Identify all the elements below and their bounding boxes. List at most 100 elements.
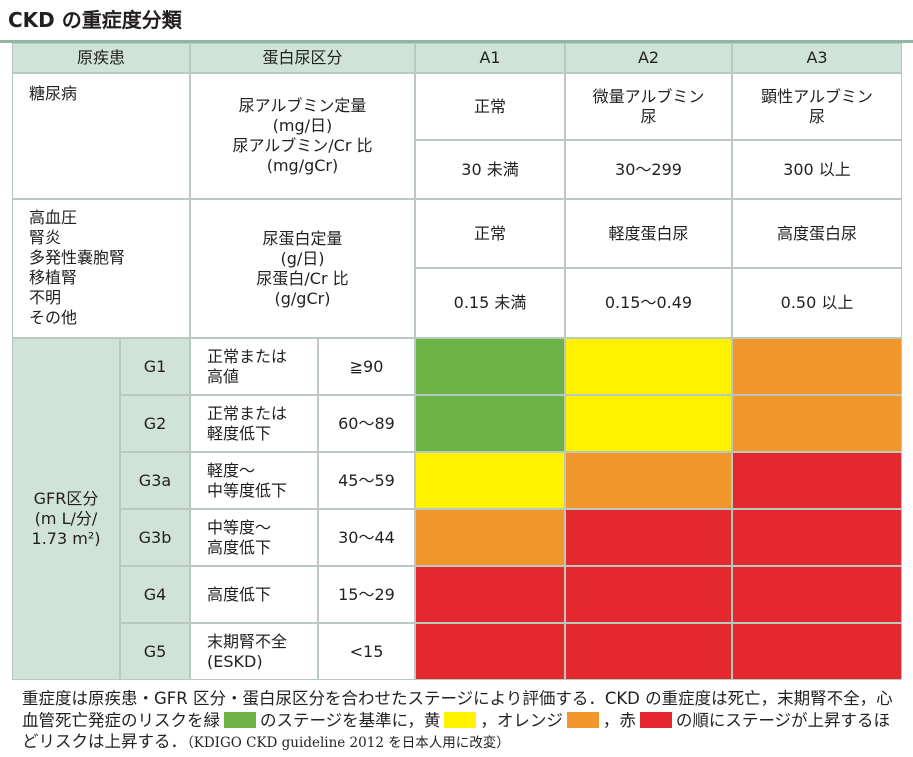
gfr-description-line: 中等度低下 xyxy=(207,480,288,500)
other-disease-line: その他 xyxy=(29,308,78,327)
other-disease-line: 移植腎 xyxy=(29,268,78,287)
risk-cell xyxy=(732,566,902,623)
gfr-stage: G2 xyxy=(120,395,190,452)
risk-cell xyxy=(565,338,732,395)
diabetes-a3-label-line: 尿 xyxy=(808,106,825,126)
other-disease-line: 高血圧 xyxy=(29,208,78,227)
diabetes-a2-range: 30〜299 xyxy=(565,140,732,199)
gfr-description-lines: 軽度〜 中等度低下 xyxy=(207,461,287,501)
gfr-label-line: (m L/分/ xyxy=(34,509,98,528)
other-measure-line: 尿蛋白定量 xyxy=(262,228,343,248)
risk-cell xyxy=(732,338,902,395)
risk-cell xyxy=(732,395,902,452)
header-a1: A1 xyxy=(415,43,565,73)
gfr-description-line: 軽度低下 xyxy=(207,423,272,443)
risk-cell xyxy=(565,509,732,566)
gfr-range: <15 xyxy=(318,623,415,680)
header-proteinuria: 蛋白尿区分 xyxy=(190,43,415,73)
gfr-label-lines: GFR区分 (m L/分/1.73 m²) xyxy=(32,489,101,549)
note-reference: （KDIGO CKD guideline 2012 を日本人用に改変） xyxy=(187,735,510,751)
gfr-description: 高度低下 xyxy=(190,566,318,623)
diabetes-measure: 尿アルブミン定量 (mg/日) 尿アルブミン/Cr 比 (mg/gCr) xyxy=(190,73,415,199)
header-a3: A3 xyxy=(732,43,902,73)
risk-cell xyxy=(565,566,732,623)
diabetes-measure-line: (mg/gCr) xyxy=(266,156,339,175)
diabetes-a2-label-line: 尿 xyxy=(640,106,657,126)
risk-cell xyxy=(732,452,902,509)
risk-cell xyxy=(732,509,902,566)
gfr-description: 正常または 高値 xyxy=(190,338,318,395)
red-swatch xyxy=(639,711,672,728)
diabetes-a3-label-lines: 顕性アルブミン尿 xyxy=(761,87,873,127)
other-a3-range: 0.50 以上 xyxy=(732,268,902,338)
other-a2-label: 軽度蛋白尿 xyxy=(565,199,732,268)
note-text-2: のステージを基準に，黄 xyxy=(260,710,441,730)
risk-cell xyxy=(565,395,732,452)
other-disease-line: 不明 xyxy=(29,288,62,307)
diabetes-a3-label-line: 顕性アルブミン xyxy=(761,86,873,106)
other-measure-line: 尿蛋白/Cr 比 xyxy=(256,268,349,288)
page-title: CKD の重症度分類 xyxy=(8,8,182,32)
gfr-range: ≧90 xyxy=(318,338,415,395)
other-diseases: 高血圧 腎炎 多発性嚢胞腎 移植腎 不明 その他 xyxy=(12,199,190,338)
gfr-description: 中等度〜 高度低下 xyxy=(190,509,318,566)
gfr-label: GFR区分 (m L/分/1.73 m²) xyxy=(12,338,120,680)
header-disease: 原疾患 xyxy=(12,43,190,73)
gfr-description-line: 正常または xyxy=(207,346,288,366)
note-text-4: ，赤 xyxy=(602,710,636,730)
diabetes-a1-range: 30 未満 xyxy=(415,140,565,199)
diabetes-a2-label: 微量アルブミン尿 xyxy=(565,73,732,140)
gfr-label-line: GFR区分 xyxy=(33,489,99,508)
other-a1-label: 正常 xyxy=(415,199,565,268)
gfr-description-lines: 正常または 軽度低下 xyxy=(207,404,287,444)
risk-cell xyxy=(415,452,565,509)
diabetes-a1-label: 正常 xyxy=(415,73,565,140)
footnote: 重症度は原疾患・GFR 区分・蛋白尿区分を合わせたステージにより評価する．CKD… xyxy=(22,688,902,755)
title-underline xyxy=(0,40,913,43)
diabetes-measure-line: 尿アルブミン定量 xyxy=(238,96,367,115)
diabetes-a3-label: 顕性アルブミン尿 xyxy=(732,73,902,140)
diabetes-a2-label-lines: 微量アルブミン尿 xyxy=(593,87,705,127)
other-a2-range: 0.15〜0.49 xyxy=(565,268,732,338)
other-disease-lines: 高血圧 腎炎 多発性嚢胞腎 移植腎 不明 その他 xyxy=(29,208,189,328)
other-a3-label: 高度蛋白尿 xyxy=(732,199,902,268)
gfr-range: 30〜44 xyxy=(318,509,415,566)
other-measure-line: (g/gCr) xyxy=(274,288,331,308)
risk-cell xyxy=(415,623,565,680)
gfr-description-lines: 正常または 高値 xyxy=(207,347,287,387)
gfr-description: 末期腎不全 (ESKD) xyxy=(190,623,318,680)
other-measure: 尿蛋白定量 (g/日) 尿蛋白/Cr 比 (g/gCr) xyxy=(190,199,415,338)
diabetes-measure-lines: 尿アルブミン定量 (mg/日) 尿アルブミン/Cr 比 (mg/gCr) xyxy=(232,96,372,176)
gfr-description-line: 末期腎不全 xyxy=(207,631,288,651)
gfr-description-lines: 末期腎不全 (ESKD) xyxy=(207,632,287,672)
gfr-description-lines: 中等度〜 高度低下 xyxy=(207,518,271,558)
risk-cell xyxy=(415,509,565,566)
risk-cell xyxy=(415,566,565,623)
gfr-stage: G3a xyxy=(120,452,190,509)
gfr-description-lines: 高度低下 xyxy=(207,585,271,605)
yellow-swatch xyxy=(444,711,477,728)
gfr-stage: G3b xyxy=(120,509,190,566)
risk-cell xyxy=(732,623,902,680)
other-a1-range: 0.15 未満 xyxy=(415,268,565,338)
gfr-range: 15〜29 xyxy=(318,566,415,623)
gfr-range: 45〜59 xyxy=(318,452,415,509)
orange-swatch xyxy=(566,711,599,728)
gfr-stage: G5 xyxy=(120,623,190,680)
header-a2: A2 xyxy=(565,43,732,73)
note-text-1: 重症度は原疾患・GFR 区分・蛋白尿区分を合わせたステージにより評価する．CKD… xyxy=(22,689,893,730)
gfr-stage: G4 xyxy=(120,566,190,623)
diabetes-a3-range: 300 以上 xyxy=(732,140,902,199)
note-text-5: の順にステージが上昇するほどリスクは上昇する． xyxy=(22,710,891,752)
gfr-range: 60〜89 xyxy=(318,395,415,452)
gfr-stage: G1 xyxy=(120,338,190,395)
other-measure-lines: 尿蛋白定量 (g/日) 尿蛋白/Cr 比 (g/gCr) xyxy=(256,229,348,309)
risk-cell xyxy=(415,395,565,452)
gfr-description-line: 高値 xyxy=(207,366,240,386)
risk-cell xyxy=(565,623,732,680)
diabetes-a2-label-line: 微量アルブミン xyxy=(592,86,705,106)
gfr-description: 軽度〜 中等度低下 xyxy=(190,452,318,509)
risk-cell xyxy=(565,452,732,509)
gfr-description-line: 高度低下 xyxy=(207,537,272,557)
gfr-label-line: 1.73 m²) xyxy=(31,529,101,548)
